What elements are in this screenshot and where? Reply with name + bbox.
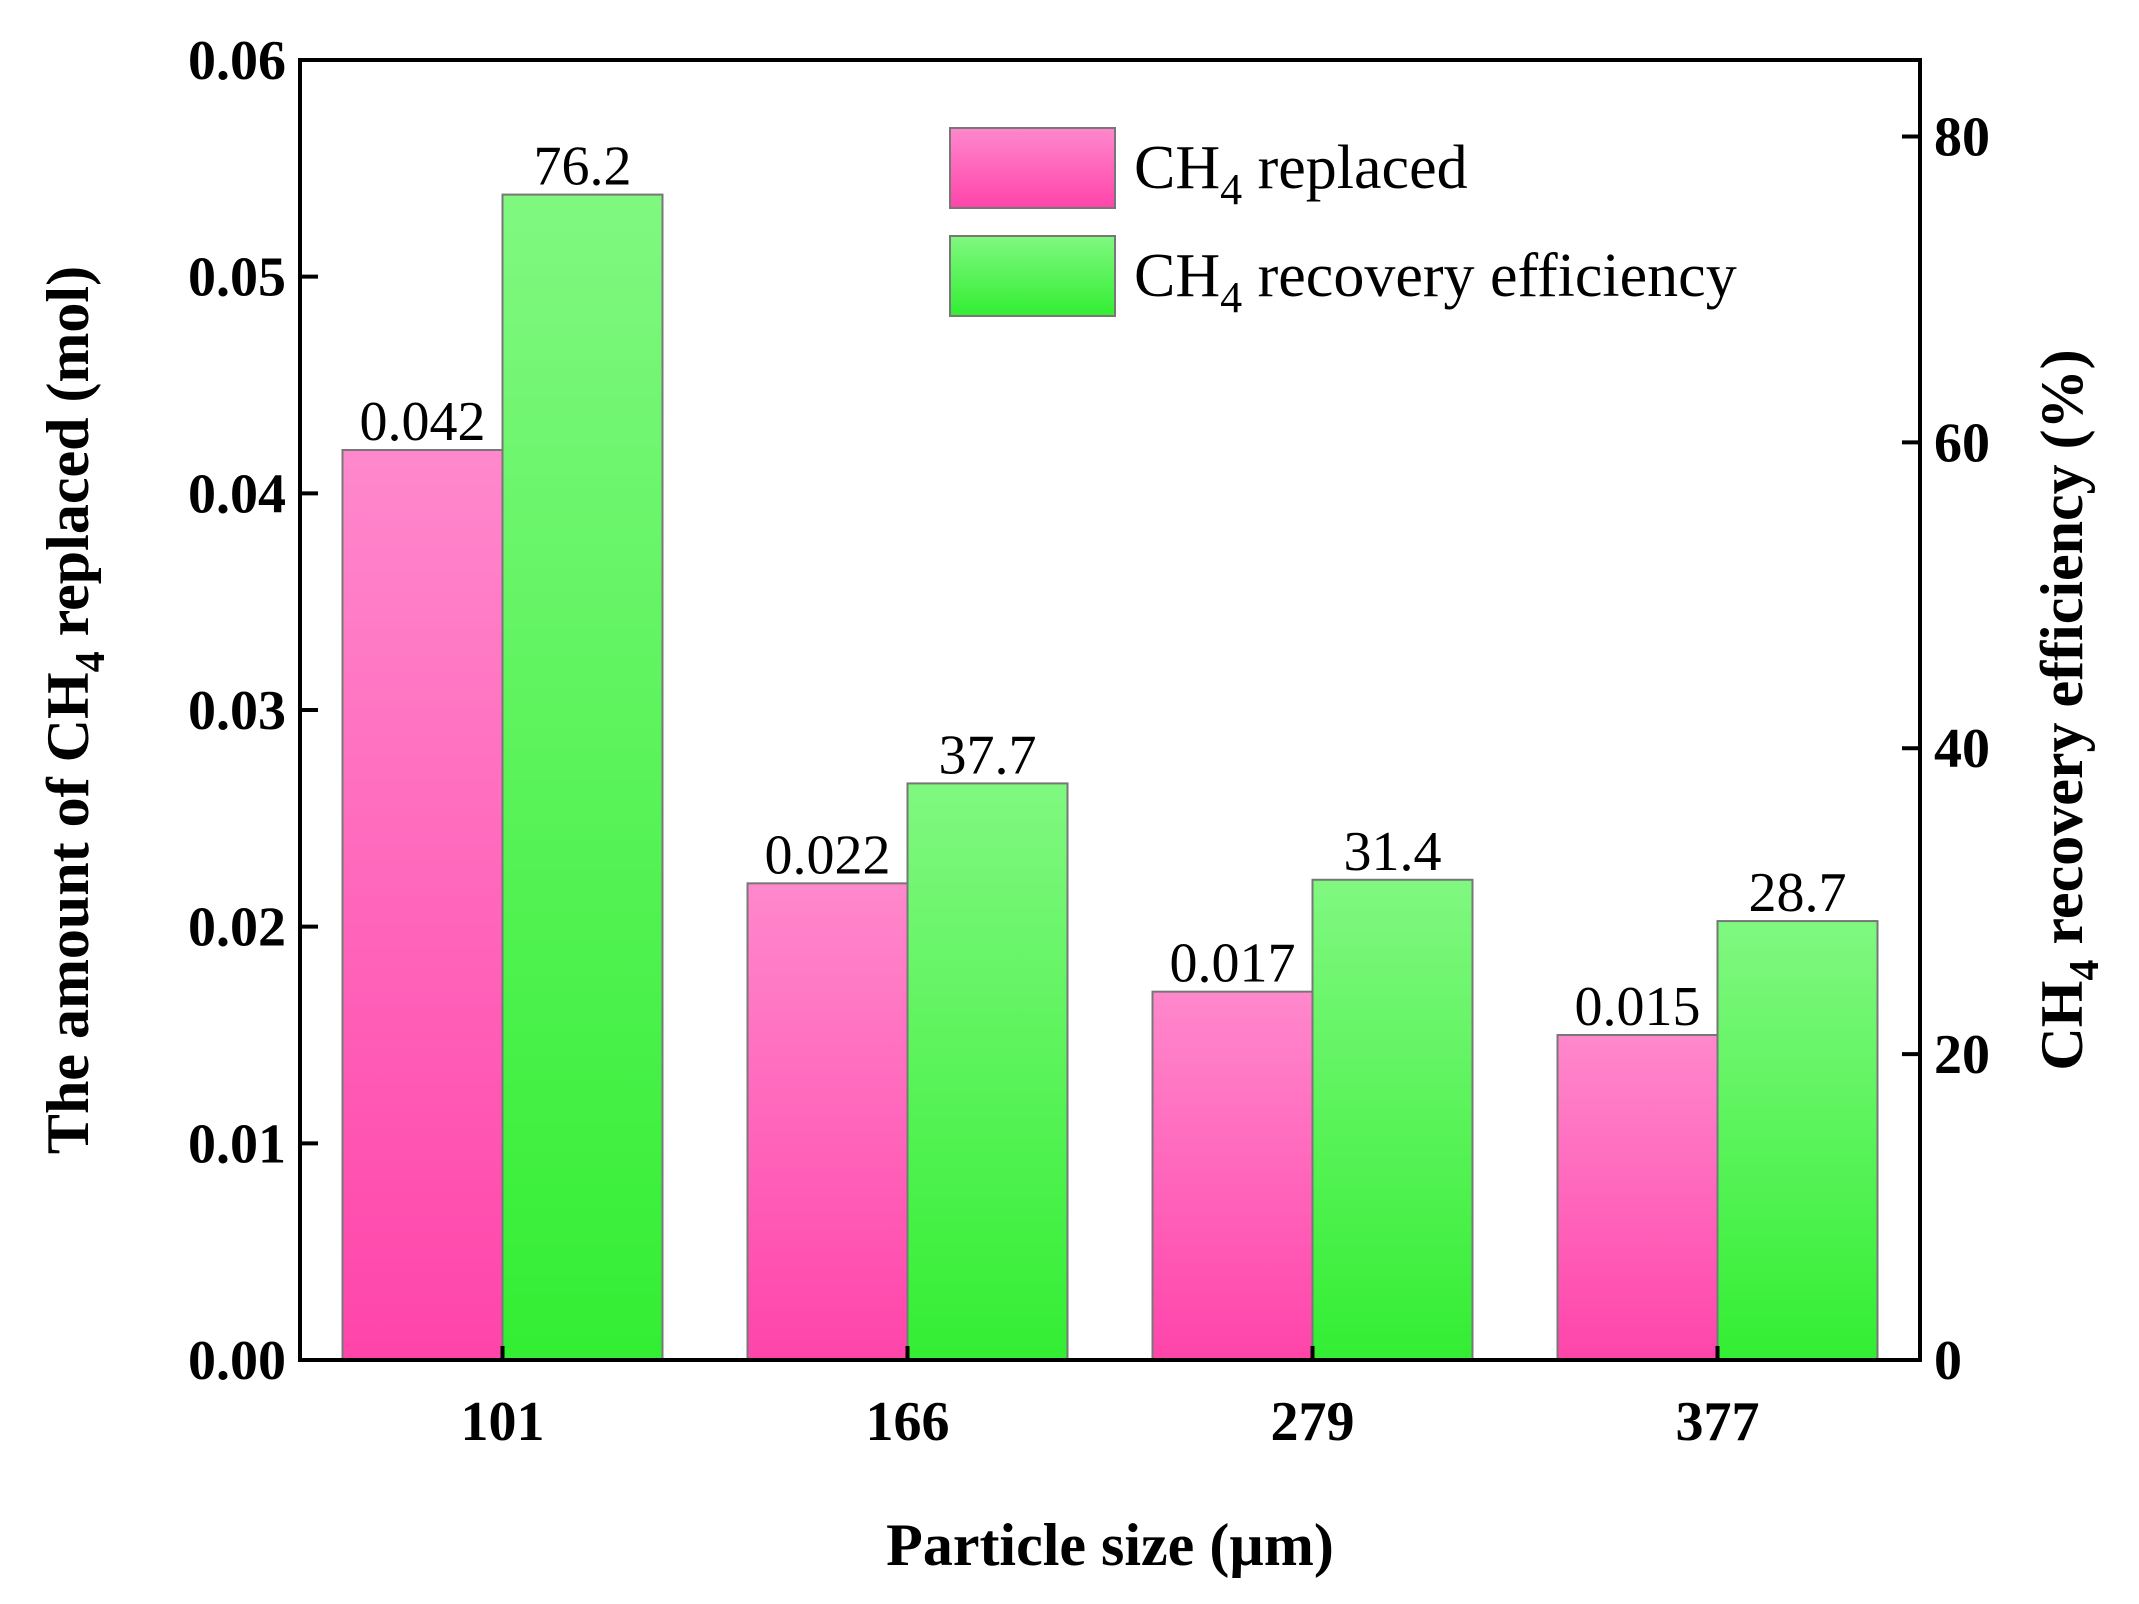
- right-axis-title: CH4 recovery efficiency (%): [2029, 349, 2108, 1070]
- x-tick-label-279: 279: [1271, 1391, 1355, 1453]
- x-tick-label-377: 377: [1676, 1391, 1760, 1453]
- right-tick-label: 40: [1934, 718, 1990, 780]
- legend-label-ch4-replaced: CH4 replaced: [1134, 134, 1468, 214]
- legend-swatch-ch4-recovery-efficiency: [949, 235, 1116, 317]
- data-label-ch4-replaced-279: 0.017: [1170, 933, 1296, 995]
- left-axis: 0.00 0.01 0.02 0.03 0.04 0.05 0.06: [188, 30, 318, 1392]
- left-axis-title: The amount of CH4 replaced (mol): [35, 266, 114, 1154]
- x-tick-label-166: 166: [866, 1391, 950, 1453]
- left-tick-label: 0.05: [188, 247, 286, 309]
- bar-ch4-recovery-efficiency-101: [501, 193, 664, 1361]
- bars-group: [341, 193, 1879, 1362]
- right-tick-label: 60: [1934, 412, 1990, 474]
- x-axis: 101 166 279 377: [461, 1346, 1760, 1453]
- right-tick-label: 0: [1934, 1330, 1962, 1392]
- data-label-ch4-recovery-efficiency-101: 76.2: [534, 136, 632, 198]
- right-tick-label: 20: [1934, 1024, 1990, 1086]
- left-tick-label: 0.06: [188, 30, 286, 92]
- x-axis-title: Particle size (µm): [886, 1512, 1334, 1578]
- bar-ch4-replaced-166: [746, 882, 909, 1361]
- bar-ch4-replaced-279: [1151, 990, 1314, 1362]
- bar-ch4-recovery-efficiency-166: [906, 782, 1069, 1361]
- left-tick-label: 0.03: [188, 680, 286, 742]
- data-label-ch4-replaced-101: 0.042: [360, 391, 486, 453]
- left-tick-label: 0.01: [188, 1113, 286, 1175]
- data-label-ch4-replaced-166: 0.022: [765, 824, 891, 886]
- left-tick-label: 0.00: [188, 1330, 286, 1392]
- bar-ch4-replaced-377: [1556, 1034, 1719, 1361]
- data-label-ch4-replaced-377: 0.015: [1575, 976, 1701, 1038]
- data-label-ch4-recovery-efficiency-166: 37.7: [939, 724, 1037, 786]
- bar-ch4-replaced-101: [341, 449, 504, 1361]
- data-label-ch4-recovery-efficiency-279: 31.4: [1344, 821, 1442, 883]
- legend-swatch-ch4-replaced: [949, 127, 1116, 209]
- left-tick-label: 0.04: [188, 463, 286, 525]
- data-label-ch4-recovery-efficiency-377: 28.7: [1749, 862, 1847, 924]
- left-tick-label: 0.02: [188, 897, 286, 959]
- bar-ch4-recovery-efficiency-377: [1716, 920, 1879, 1361]
- right-axis: 0 20 40 60 80: [1902, 106, 1990, 1392]
- right-tick-label: 80: [1934, 106, 1990, 168]
- legend-label-ch4-recovery-efficiency: CH4 recovery efficiency: [1134, 242, 1737, 322]
- legend: CH4 replaced CH4 recovery efficiency: [949, 127, 1737, 322]
- data-labels-group: 0.042 76.2 0.022 37.7 0.017 31.4 0.015 28.7: [360, 136, 1847, 1038]
- bar-ch4-recovery-efficiency-279: [1311, 878, 1474, 1361]
- x-tick-label-101: 101: [461, 1391, 545, 1453]
